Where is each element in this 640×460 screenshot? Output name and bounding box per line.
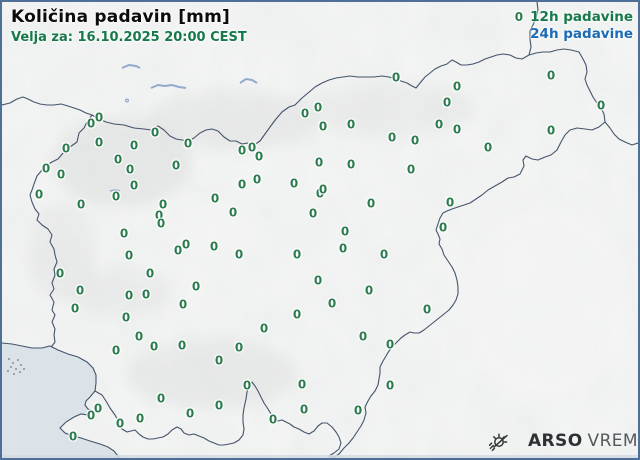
bottom-strip	[2, 455, 638, 458]
map-header: Količina padavin [mm] Velja za: 16.10.20…	[11, 7, 247, 45]
border-hungary-croatia	[604, 121, 638, 146]
branding-agency: ARSO	[528, 431, 583, 451]
legend-row-12h: 0 12h padavine	[515, 9, 633, 26]
branding: ARSOVREME	[487, 429, 638, 453]
legend-row-24h: 24h padavine	[515, 26, 633, 43]
branding-text: ARSOVREME	[528, 431, 638, 451]
coastline	[2, 342, 120, 458]
legend-item-24h[interactable]: 24h padavine	[530, 26, 633, 42]
border-austria-hungary	[528, 2, 539, 56]
legend: 0 12h padavine 24h padavine	[515, 9, 633, 43]
branding-product: VREME	[587, 431, 638, 451]
page-title: Količina padavin [mm]	[11, 7, 230, 27]
legend-sample-value: 0	[514, 10, 524, 24]
border-slovenia-hungary	[578, 51, 606, 123]
legend-item-12h[interactable]: 12h padavine	[530, 9, 633, 25]
border-slovenia-croatia	[94, 121, 606, 458]
valid-time-label: Velja za: 16.10.2025 20:00 CEST	[11, 30, 247, 45]
adriatic-sea	[2, 343, 119, 458]
trieste-city-dots	[7, 358, 25, 375]
border-italy-austria	[2, 96, 93, 116]
arso-sun-icon	[488, 433, 508, 452]
border-slovenia-austria	[91, 48, 580, 146]
border-slovenia-italy	[29, 114, 93, 347]
mountain-shading	[27, 82, 632, 409]
lakes	[109, 63, 258, 192]
